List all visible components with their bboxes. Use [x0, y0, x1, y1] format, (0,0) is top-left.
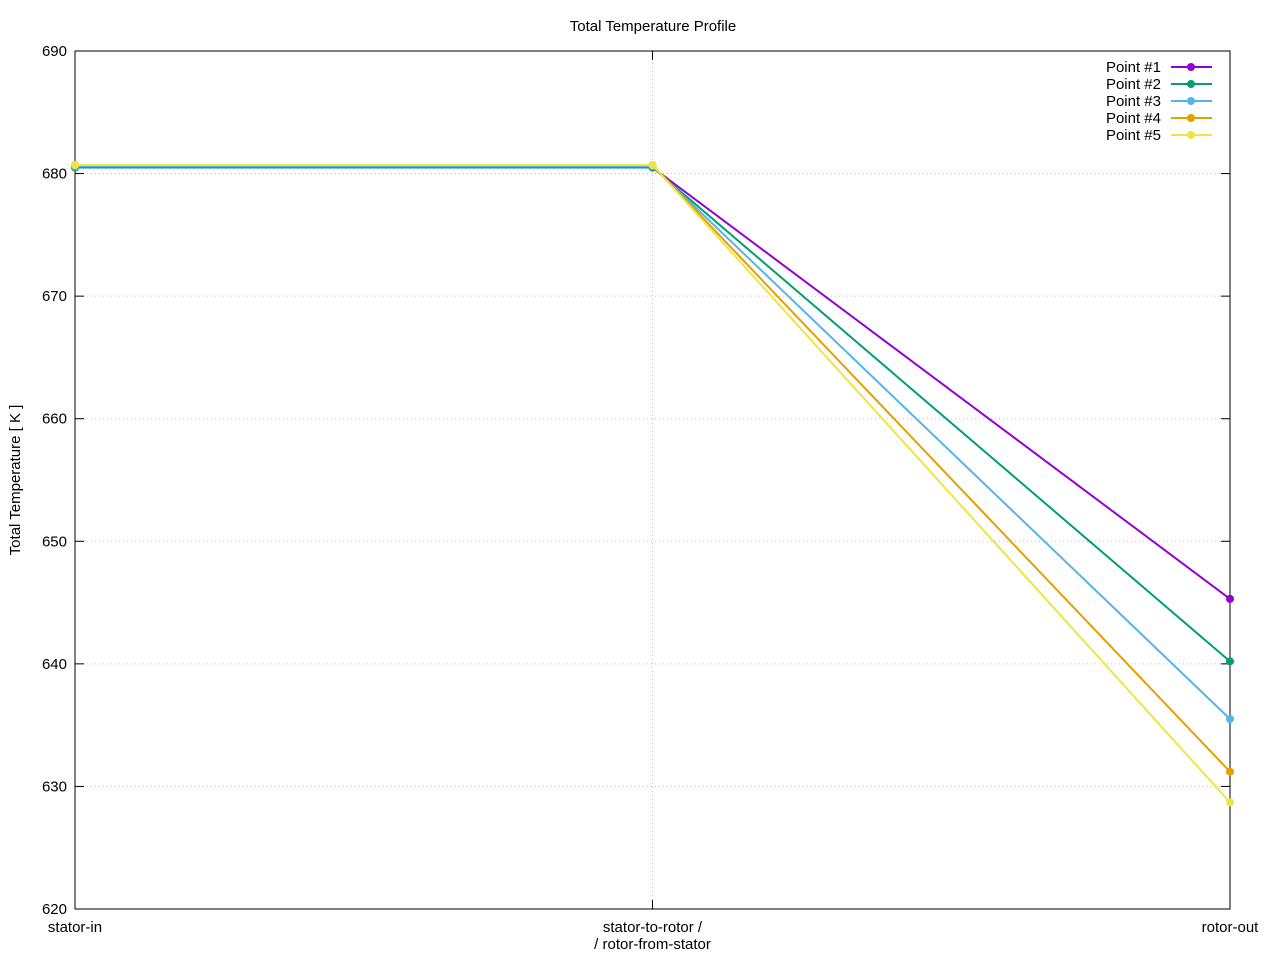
legend-marker	[1187, 80, 1195, 88]
y-tick-label: 620	[42, 901, 67, 918]
data-point	[1226, 798, 1234, 807]
y-tick-label: 680	[42, 166, 67, 183]
axis-ticks: 620 630 640 650 660 670 680 690 stator-in stator-…	[42, 43, 1259, 953]
y-tick-label: 630	[42, 778, 67, 795]
legend-marker	[1187, 131, 1195, 139]
plot-frame	[74, 50, 1231, 910]
y-tick-label: 660	[42, 411, 67, 428]
legend-label: Point #3	[1106, 93, 1161, 110]
series-line-3	[75, 165, 1231, 720]
legend-label: Point #2	[1106, 76, 1161, 93]
series-group	[71, 160, 1234, 807]
legend-label: Point #1	[1106, 59, 1161, 76]
y-tick-label: 650	[42, 533, 67, 550]
y-tick-label: 690	[42, 43, 67, 60]
x-tick-label: stator-in	[48, 919, 102, 936]
chart-title: Total Temperature Profile	[570, 18, 736, 35]
grid	[75, 51, 1230, 909]
data-point	[71, 160, 79, 169]
y-tick-label: 640	[42, 656, 67, 673]
data-point	[1226, 767, 1234, 776]
x-tick-label: stator-to-rotor / / rotor-from-stator	[594, 919, 711, 953]
legend-marker	[1187, 63, 1195, 71]
data-point	[1226, 715, 1234, 724]
legend-label: Point #5	[1106, 127, 1161, 144]
data-point	[1226, 594, 1234, 603]
legend-label: Point #4	[1106, 110, 1161, 127]
data-point	[648, 160, 657, 169]
data-point	[1226, 657, 1234, 666]
y-tick-label: 670	[42, 288, 67, 305]
legend-marker	[1187, 114, 1195, 122]
legend-marker	[1187, 97, 1195, 105]
y-axis-label: Total Temperature [ K ]	[7, 405, 24, 556]
x-tick-label: rotor-out	[1202, 919, 1260, 936]
